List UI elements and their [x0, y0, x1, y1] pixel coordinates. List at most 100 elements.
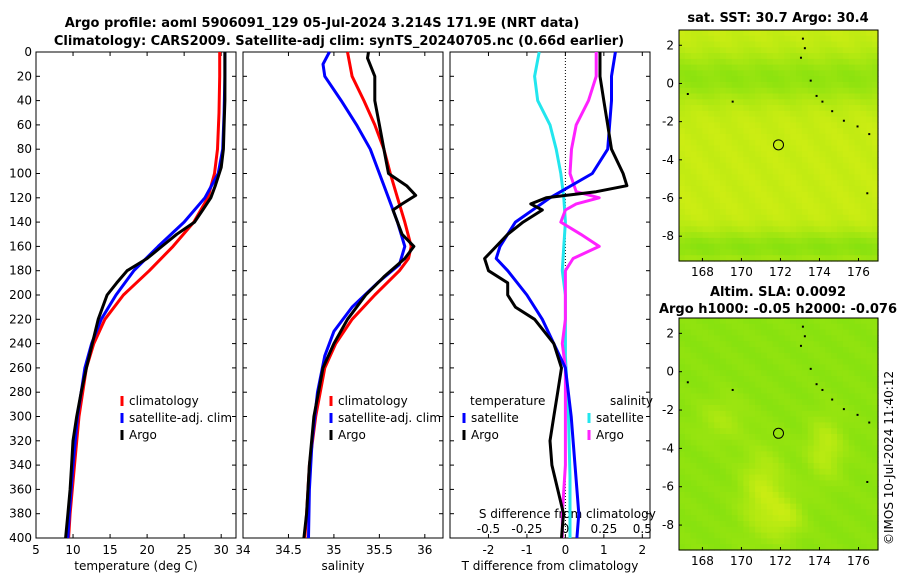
map-cell	[842, 87, 850, 95]
map-cell	[719, 376, 727, 383]
map-cell	[860, 515, 867, 522]
map-cell	[872, 87, 879, 95]
map-cell	[702, 157, 709, 164]
map-cell	[796, 128, 803, 135]
map-cell	[749, 226, 756, 233]
map-cell	[842, 70, 850, 77]
map-cell	[866, 157, 873, 164]
map-cell	[772, 451, 780, 458]
map-cell	[749, 53, 756, 60]
map-cell	[708, 434, 715, 441]
map-cell	[819, 370, 826, 377]
map-cell	[766, 64, 774, 72]
map-cell	[854, 468, 862, 476]
map-cell	[831, 209, 838, 216]
map-cell	[825, 434, 832, 441]
map-cell	[714, 30, 721, 37]
map-cell	[778, 515, 785, 522]
map-cell	[784, 162, 791, 170]
map-cell	[801, 474, 809, 481]
map-cell	[725, 53, 733, 60]
map-cell	[796, 445, 803, 452]
map-cell	[807, 323, 815, 331]
map-cell	[772, 526, 780, 534]
map-cell	[760, 526, 768, 534]
map-cell	[714, 58, 721, 66]
map-cell	[796, 237, 803, 245]
map-cell	[708, 41, 715, 48]
map-cell	[749, 393, 756, 400]
map-cell	[708, 243, 715, 251]
map-cell	[807, 480, 815, 487]
map-cell	[690, 232, 698, 239]
map-cell	[778, 122, 785, 129]
map-cell	[848, 58, 856, 66]
map-cell	[837, 220, 844, 227]
map-cell	[766, 532, 774, 539]
argo-location-marker	[773, 139, 784, 151]
map-cell	[737, 139, 744, 147]
map-cell	[714, 243, 721, 251]
map-cell	[778, 197, 785, 204]
map-cell	[719, 329, 727, 336]
map-cell	[755, 116, 762, 124]
map-cell	[679, 174, 686, 181]
map-cell	[731, 318, 739, 325]
map-cell	[737, 451, 744, 458]
salinity-profile-xtick-label: 35.5	[366, 543, 393, 557]
map-cell	[813, 237, 821, 245]
map-cell	[749, 87, 756, 95]
map-cell	[719, 428, 727, 435]
map-cell	[766, 526, 774, 534]
map-cell	[860, 532, 867, 539]
map-cell	[801, 30, 809, 37]
map-cell	[714, 439, 721, 447]
map-cell	[725, 503, 733, 510]
map-cell	[842, 399, 850, 406]
map-cell	[872, 174, 879, 181]
map-cell	[684, 185, 692, 193]
map-cell	[866, 70, 873, 77]
map-cell	[831, 180, 838, 187]
map-cell	[737, 128, 744, 135]
map-cell	[772, 81, 780, 89]
island-dot	[801, 325, 804, 328]
map-cell	[831, 41, 838, 48]
depth-tick-label: 0	[24, 45, 32, 59]
map-cell	[860, 474, 867, 481]
map-cell	[796, 509, 803, 516]
map-cell	[784, 457, 791, 464]
map-cell	[854, 503, 862, 510]
map-cell	[755, 30, 762, 37]
map-cell	[725, 509, 733, 516]
map-cell	[731, 364, 739, 371]
map-cell	[831, 64, 838, 72]
map-cell	[854, 203, 862, 210]
map-cell	[801, 180, 809, 187]
map-cell	[743, 122, 750, 129]
map-cell	[696, 99, 704, 106]
depth-tick-label: 100	[9, 167, 32, 181]
map-cell	[790, 434, 797, 441]
map-cell	[714, 318, 721, 325]
sst-map-xtick-label: 168	[691, 265, 714, 279]
map-cell	[772, 35, 780, 43]
map-cell	[684, 451, 692, 458]
depth-tick-label: 360	[9, 482, 32, 496]
map-cell	[807, 237, 815, 245]
map-cell	[831, 399, 838, 406]
map-cell	[837, 347, 844, 354]
diff-legend-s-sat-label: satellite	[596, 411, 644, 425]
map-cell	[825, 249, 832, 256]
map-cell	[702, 422, 709, 429]
map-cell	[766, 255, 774, 262]
map-cell	[725, 93, 733, 100]
map-cell	[760, 133, 768, 141]
map-cell	[778, 509, 785, 516]
map-cell	[778, 133, 785, 141]
map-cell	[807, 486, 815, 493]
map-cell	[760, 162, 768, 170]
map-cell	[778, 70, 785, 77]
map-cell	[778, 497, 785, 505]
map-cell	[725, 232, 733, 239]
